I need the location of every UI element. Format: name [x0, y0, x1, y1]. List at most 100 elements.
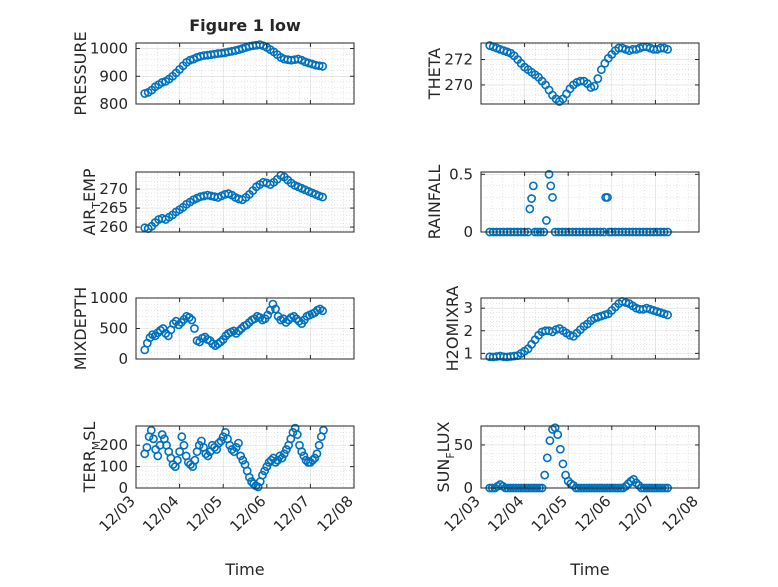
x-tick-label: 12/04 — [484, 492, 527, 535]
x-tick-label: 12/06 — [226, 492, 269, 535]
series-markers — [140, 40, 328, 98]
axes-box — [135, 171, 355, 233]
data-point — [229, 447, 239, 457]
data-point — [258, 470, 267, 480]
data-point — [238, 455, 248, 465]
y-tick-label: 270 — [444, 76, 473, 94]
data-point — [250, 314, 259, 324]
data-point — [292, 314, 301, 324]
axes-box — [480, 297, 700, 360]
data-point — [596, 65, 606, 75]
data-point — [663, 44, 673, 54]
grid — [135, 42, 355, 105]
data-point — [318, 61, 328, 71]
data-point — [548, 192, 557, 202]
data-point — [312, 449, 322, 459]
y-tick-label: 1000 — [90, 40, 128, 58]
y-tick-label: 272 — [444, 51, 473, 69]
subplot-sun_flux: 0 50 12/03 12/04 12/05 12/06 12/07 12/08 Time SUN… — [434, 421, 702, 579]
y-tick-label: 0 — [463, 479, 473, 497]
data-point — [319, 425, 328, 435]
data-point — [525, 204, 535, 214]
chart-title: Figure 1 low — [189, 16, 301, 35]
y-tick-label: 1 — [463, 344, 473, 362]
data-point — [234, 438, 243, 448]
data-point — [179, 440, 189, 450]
data-point — [621, 481, 631, 491]
x-tick-label: 12/07 — [615, 492, 658, 535]
data-point — [310, 453, 320, 463]
x-tick-label: 12/07 — [270, 492, 313, 535]
data-point — [589, 81, 599, 91]
data-point — [294, 316, 304, 326]
data-point — [271, 304, 280, 314]
grid — [480, 172, 700, 233]
data-point — [314, 440, 324, 450]
data-point — [190, 324, 199, 333]
data-point — [190, 455, 200, 465]
y-axis-label: MIXDEPTH — [71, 287, 90, 370]
data-point — [540, 470, 550, 480]
data-point — [227, 445, 237, 454]
data-point — [174, 320, 184, 330]
data-point — [282, 445, 291, 454]
data-point — [663, 310, 673, 320]
data-point — [275, 451, 285, 461]
x-axis-label: Time — [224, 560, 264, 579]
data-point — [308, 455, 317, 465]
x-tick-label: 12/08 — [659, 492, 702, 535]
x-tick-label: 12/08 — [314, 492, 357, 535]
data-point — [157, 430, 167, 439]
data-point — [527, 194, 536, 203]
data-point — [553, 430, 563, 440]
data-point — [314, 61, 324, 71]
y-tick-label: 0 — [118, 350, 128, 368]
y-tick-label: 260 — [99, 218, 128, 236]
data-point — [218, 432, 228, 442]
data-point — [273, 455, 283, 465]
y-tick-label: 265 — [99, 199, 128, 217]
data-point — [242, 320, 252, 330]
axes-box — [480, 171, 700, 233]
subplot-terr_msl: 0 100 200 12/03 12/04 12/05 12/06 12/07 12/08 Tim… — [80, 422, 357, 579]
data-point — [149, 434, 158, 444]
y-tick-label: 2 — [463, 322, 473, 340]
series-markers — [140, 423, 328, 492]
x-tick-label: 12/05 — [528, 492, 571, 535]
data-point — [593, 74, 603, 83]
data-point — [555, 444, 565, 454]
data-point — [255, 313, 265, 322]
series-markers — [140, 299, 328, 355]
data-point — [545, 436, 555, 446]
y-tick-label: 800 — [99, 95, 128, 113]
data-point — [288, 428, 298, 437]
x-axis-label: Time — [569, 560, 609, 579]
data-point — [229, 326, 239, 336]
data-point — [289, 311, 299, 321]
data-point — [216, 337, 225, 347]
data-point — [169, 319, 178, 329]
data-point — [546, 181, 556, 191]
data-point — [528, 181, 538, 191]
data-point — [153, 451, 163, 461]
y-tick-label: 3 — [463, 299, 473, 317]
axes-box — [480, 425, 700, 489]
y-tick-label: 0 — [463, 223, 473, 241]
data-point — [236, 451, 246, 461]
data-point — [603, 192, 612, 202]
data-point — [187, 315, 197, 325]
data-point — [260, 466, 270, 476]
y-tick-label: 1000 — [90, 289, 128, 307]
data-point — [544, 169, 554, 179]
axes-box — [135, 42, 355, 105]
data-point — [231, 442, 241, 452]
axes-box — [135, 425, 355, 489]
data-point — [277, 453, 287, 463]
x-tick-label: 12/04 — [139, 492, 182, 535]
data-point — [542, 453, 552, 463]
data-point — [201, 449, 211, 459]
data-point — [299, 451, 309, 461]
